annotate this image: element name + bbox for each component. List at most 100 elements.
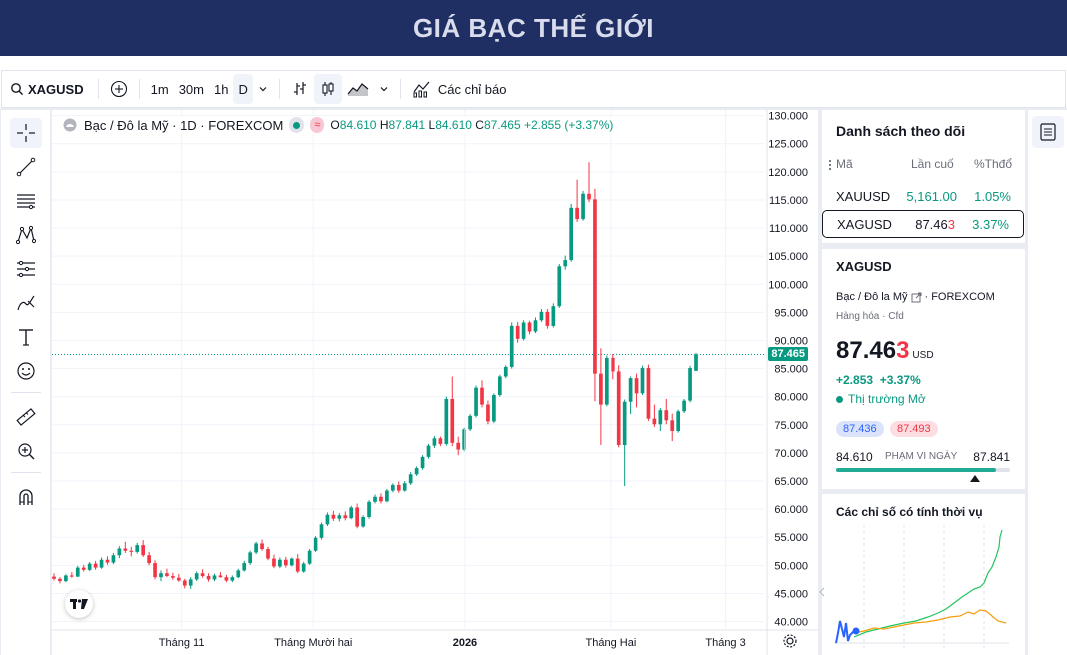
candle-body	[58, 578, 62, 582]
price-tick-label: 90.000	[774, 335, 808, 347]
text-tool[interactable]	[10, 322, 42, 352]
open-label: O	[330, 118, 340, 132]
details-category-text: Hàng hóa	[836, 311, 880, 322]
candle-body	[521, 322, 526, 339]
candle-body	[307, 550, 312, 564]
candle-body	[75, 567, 80, 577]
forecast-icon	[17, 260, 35, 278]
interval-d-button[interactable]: D	[233, 74, 253, 104]
candle-body	[171, 576, 175, 578]
bid-badge: 87.436	[836, 421, 884, 437]
candle-body	[569, 207, 574, 261]
ruler-icon	[16, 408, 36, 426]
price-tick-label: 50.000	[774, 560, 808, 572]
market-status[interactable]: Thị trường Mở	[836, 392, 926, 406]
seasonal-line-history	[835, 620, 855, 644]
ask-badge: 87.493	[890, 421, 938, 437]
chart-type-dropdown-button[interactable]	[374, 74, 394, 104]
separator-dot: ·	[924, 291, 929, 303]
zoom-in-tool[interactable]	[10, 436, 42, 466]
watchlist-row-xagusd[interactable]: XAGUSD 87.463 3.37%	[822, 210, 1024, 238]
watchlist-toggle-button[interactable]	[1032, 116, 1064, 148]
interval-30m-button[interactable]: 30m	[178, 81, 204, 97]
change-abs: +2.853	[836, 373, 874, 387]
market-open-indicator[interactable]	[289, 117, 305, 133]
candle-chart-type-button[interactable]	[313, 74, 342, 104]
candle-body	[480, 387, 484, 405]
chart-settings-button[interactable]	[782, 633, 798, 649]
column-header-change[interactable]: %Thđổ	[974, 157, 1013, 171]
candle-body	[188, 579, 193, 586]
data-problem-indicator[interactable]: ≈	[310, 117, 325, 133]
panel-divider	[822, 489, 1025, 494]
candle-body	[325, 514, 330, 525]
candle-body	[361, 517, 365, 527]
candle-body	[610, 357, 615, 372]
column-menu-button[interactable]	[828, 158, 832, 176]
separator-dot: ·	[882, 311, 889, 322]
magnet-tool[interactable]	[10, 482, 42, 512]
candle-body	[492, 395, 496, 422]
candle-body	[331, 514, 336, 519]
candle-body	[230, 577, 235, 581]
column-header-symbol[interactable]: Mã	[836, 157, 853, 171]
measure-tool[interactable]	[10, 402, 42, 432]
toolbar-divider	[138, 79, 140, 99]
candle-body	[52, 576, 56, 579]
magnet-icon	[19, 489, 33, 505]
seasonal-current-point	[852, 627, 860, 635]
time-tick-label: Tháng 3	[705, 637, 745, 649]
candlestick-chart[interactable]: 130.000 125.000 120.000 115.000 110.000 105.0…	[52, 110, 818, 655]
candle-body	[533, 320, 538, 332]
legend-title[interactable]: Bạc / Đô la Mỹ · 1D · FOREXCOM	[84, 117, 284, 133]
bar-chart-type-button[interactable]	[286, 74, 314, 104]
ohlc-values: O84.610 H87.841 L84.610 C87.465 +2.855 (…	[330, 118, 613, 132]
candle-body	[593, 199, 597, 374]
candle-body	[652, 418, 657, 425]
symbol-search-button[interactable]: XAGUSD	[2, 74, 92, 104]
chart-pane[interactable]: 130.000 125.000 120.000 115.000 110.000 105.0…	[52, 110, 818, 655]
gear-icon	[783, 634, 797, 648]
watchlist-row-xauusd[interactable]: XAUUSD 5,161.00 1.05%	[822, 182, 1025, 210]
crosshair-tool[interactable]	[10, 118, 42, 148]
interval-1m-button[interactable]: 1m	[150, 81, 169, 97]
tradingview-logo[interactable]	[65, 590, 93, 618]
candle-body	[313, 537, 318, 551]
pattern-tool[interactable]	[10, 220, 42, 250]
tool-divider	[11, 472, 41, 473]
details-symbol[interactable]: XAGUSD	[836, 259, 892, 274]
interval-dropdown-button[interactable]	[253, 74, 273, 104]
emoji-tool[interactable]	[10, 356, 42, 386]
indicators-button[interactable]: Các chỉ báo	[407, 74, 512, 104]
interval-1h-button[interactable]: 1h	[213, 81, 229, 97]
brush-tool[interactable]	[10, 288, 42, 318]
watchlist-title[interactable]: Danh sách theo dõi	[836, 123, 966, 139]
area-chart-type-button[interactable]	[342, 74, 374, 104]
smiley-icon	[17, 362, 35, 380]
fib-retracement-tool[interactable]	[10, 186, 42, 216]
candle-body	[93, 563, 98, 568]
column-header-last[interactable]: Lần cuố	[911, 157, 954, 171]
status-dot	[293, 121, 301, 129]
close-label: C	[475, 118, 484, 132]
price-currency: USD	[912, 350, 934, 361]
candle-body	[69, 575, 74, 577]
low-value: 84.610	[435, 118, 472, 132]
details-description-text[interactable]: Bạc / Đô la Mỹ	[836, 291, 908, 303]
details-change: +2.853 +3.37%	[836, 373, 921, 387]
price-tick-label: 45.000	[774, 588, 808, 600]
panel-collapse-handle[interactable]	[819, 585, 825, 599]
seasonals-title[interactable]: Các chỉ số có tính thời vụ	[836, 505, 983, 519]
forecast-tool[interactable]	[10, 254, 42, 284]
candle-body	[236, 570, 241, 578]
candle-body	[319, 524, 324, 538]
price-tick-label: 75.000	[774, 420, 808, 432]
candle-body	[509, 325, 514, 367]
seasonals-mini-chart[interactable]	[834, 525, 1014, 650]
trend-line-tool[interactable]	[10, 152, 42, 182]
status-dot	[836, 395, 843, 403]
compare-symbol-button[interactable]	[105, 74, 133, 104]
drawing-toolbar	[1, 110, 50, 655]
price-tail: 3	[896, 337, 910, 364]
external-link-icon[interactable]	[911, 292, 922, 303]
